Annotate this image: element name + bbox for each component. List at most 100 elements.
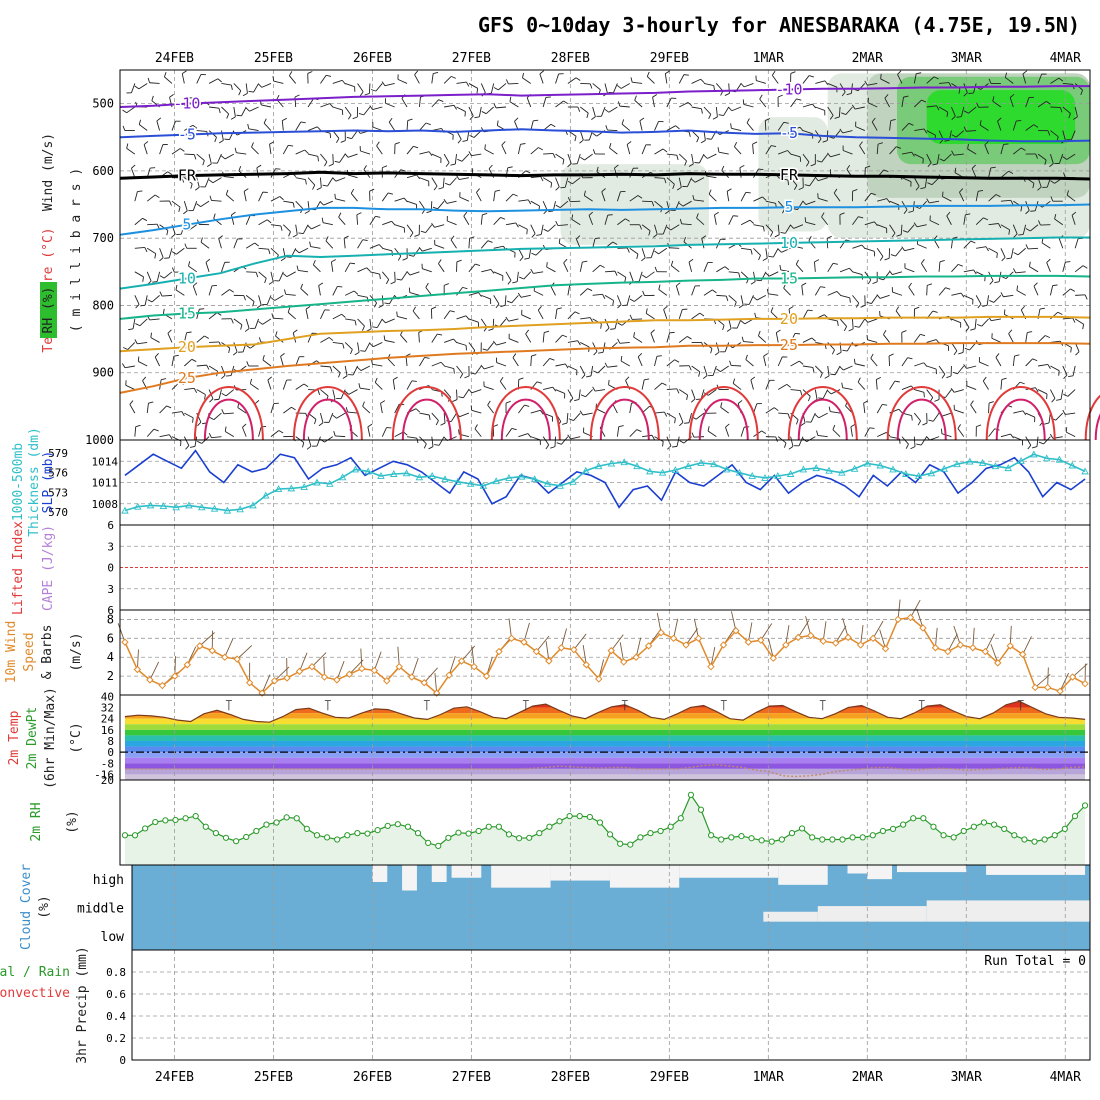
wind-barb bbox=[280, 356, 284, 367]
wind-barb bbox=[975, 191, 979, 202]
wind-barb-flag bbox=[476, 88, 479, 94]
wind-barb bbox=[406, 146, 414, 155]
ylabel-slp: SLP (mb) bbox=[41, 451, 56, 514]
wind-barb bbox=[827, 106, 834, 116]
wind-barb bbox=[988, 223, 999, 226]
wind-barb bbox=[1041, 242, 1051, 249]
wind-barb-flag bbox=[1070, 347, 1072, 353]
wind-barb bbox=[149, 318, 160, 321]
wind-barb bbox=[316, 436, 321, 447]
wind-barb bbox=[931, 177, 940, 186]
temp-tick-label: 24 bbox=[101, 713, 115, 726]
wind-barb-flag bbox=[318, 282, 324, 286]
wind-barb-flag bbox=[531, 354, 537, 357]
wind-speed-point bbox=[395, 662, 403, 671]
wind-barb-flag bbox=[218, 108, 221, 114]
wind-barb bbox=[770, 311, 779, 320]
wind-barb-10m bbox=[261, 674, 271, 694]
wind-barb-flag bbox=[921, 99, 927, 103]
wind-barb bbox=[332, 79, 343, 84]
wind-barb-flag bbox=[258, 337, 262, 343]
wind-barb-flag bbox=[917, 420, 921, 426]
wind-barb bbox=[335, 177, 346, 182]
wind-barb-flag bbox=[552, 153, 556, 159]
wind-barb bbox=[790, 333, 796, 343]
wind-barb-flag bbox=[555, 220, 559, 226]
wind-barb-flag bbox=[988, 401, 994, 404]
cloud-clear-mid bbox=[817, 906, 927, 922]
wind-barb bbox=[954, 409, 964, 414]
wind-barb bbox=[822, 389, 829, 399]
wind-barb bbox=[688, 412, 693, 423]
precip-tick-label: 0.4 bbox=[106, 1010, 126, 1023]
wind-barb bbox=[827, 365, 830, 376]
wind-barb bbox=[904, 267, 915, 273]
thickness-tick-label: 573 bbox=[48, 486, 68, 499]
wind-barb-flag bbox=[814, 176, 819, 182]
thickness-point bbox=[594, 462, 603, 470]
wind-barb-flag bbox=[583, 190, 586, 196]
wind-barb bbox=[146, 403, 149, 414]
wind-barb bbox=[456, 389, 458, 400]
thickness-point bbox=[902, 470, 910, 477]
wind-barb-flag bbox=[1035, 387, 1039, 393]
wind-barb-flag bbox=[562, 334, 568, 338]
wind-barb bbox=[463, 215, 470, 225]
wind-barb-flag bbox=[169, 434, 173, 440]
wind-barb bbox=[159, 144, 164, 155]
wind-barb-flag bbox=[229, 289, 234, 293]
wind-barb bbox=[443, 389, 451, 398]
thickness-point bbox=[940, 464, 948, 472]
wind-barb bbox=[988, 428, 996, 437]
wind-speed-point bbox=[420, 679, 428, 687]
wind-speed-point bbox=[445, 671, 453, 679]
wind-speed-point bbox=[220, 653, 229, 661]
wind-barb bbox=[942, 196, 952, 202]
wind-barb bbox=[584, 195, 593, 202]
wind-barb-flag bbox=[799, 126, 804, 132]
wind-barb-flag bbox=[268, 281, 274, 285]
wind-barb-flag bbox=[908, 122, 914, 126]
wind-barb bbox=[696, 217, 705, 226]
wind-barb-flag bbox=[545, 444, 550, 450]
wind-barb bbox=[221, 365, 226, 376]
wind-barb bbox=[419, 200, 426, 210]
wind-speed-point bbox=[757, 636, 765, 644]
top-date-label: 27FEB bbox=[452, 51, 491, 66]
wind-barb bbox=[827, 263, 834, 273]
wind-barb-flag bbox=[725, 423, 730, 428]
wind-barb-flag bbox=[221, 375, 226, 380]
wind-barb bbox=[712, 365, 717, 376]
wind-barb-flag bbox=[814, 414, 820, 419]
wind-barb bbox=[555, 100, 564, 108]
wind-barb-flag bbox=[1075, 351, 1080, 356]
wind-barb-flag bbox=[238, 166, 242, 171]
wind-barb bbox=[394, 271, 396, 282]
wind-barb bbox=[753, 271, 756, 282]
wind-barb bbox=[555, 308, 558, 319]
wind-barb-flag bbox=[525, 329, 530, 335]
temp-band bbox=[124, 707, 1086, 714]
wind-barb bbox=[384, 83, 395, 87]
wind-barb-flag bbox=[964, 347, 970, 351]
wind-barb bbox=[1000, 224, 1010, 231]
wind-barb-flag bbox=[886, 198, 891, 203]
wind-barb bbox=[211, 436, 222, 439]
wind-speed-point bbox=[1031, 683, 1039, 692]
wind-barb-flag bbox=[786, 384, 792, 388]
wind-barb-flag bbox=[957, 263, 963, 267]
wind-barb-flag bbox=[522, 72, 525, 78]
cloud-clear-high bbox=[778, 865, 828, 885]
wind-barb bbox=[892, 291, 903, 296]
wind-barb bbox=[332, 389, 336, 400]
wind-barb-flag bbox=[1022, 410, 1027, 416]
wind-barb bbox=[972, 83, 977, 94]
wind-barb bbox=[1037, 363, 1048, 367]
wind-barb bbox=[307, 153, 318, 157]
wind-barb bbox=[802, 337, 813, 343]
wind-barb bbox=[517, 144, 521, 155]
rh2m-point bbox=[354, 830, 361, 837]
wind-barb-flag bbox=[1020, 206, 1023, 212]
bottom-date-label: 2MAR bbox=[852, 1070, 883, 1085]
wind-barb bbox=[632, 318, 643, 320]
